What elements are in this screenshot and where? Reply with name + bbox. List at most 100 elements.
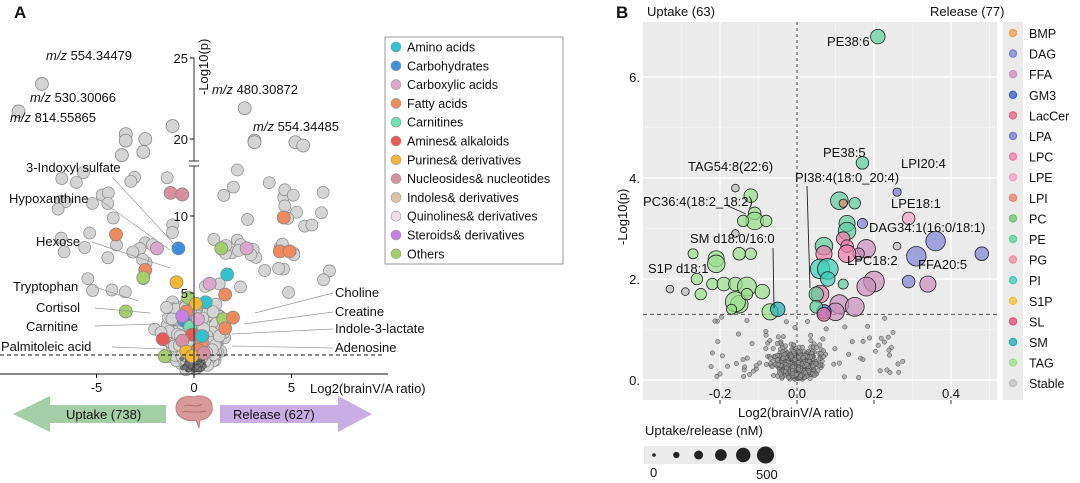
legend-label: PC <box>1029 212 1046 226</box>
release-arrow-label: Release (627) <box>233 407 315 422</box>
data-point <box>791 342 797 348</box>
data-point <box>231 163 244 177</box>
data-point <box>241 213 254 226</box>
data-point <box>813 361 819 367</box>
panel-b-x-ticks: -0.2 0.0 0.2 0.4 <box>709 386 960 404</box>
data-point <box>778 371 784 377</box>
legend-label: GM3 <box>1029 89 1056 103</box>
panel-a-highlighted-points <box>11 77 311 364</box>
data-point <box>194 329 209 344</box>
data-point <box>788 353 794 359</box>
data-point <box>136 270 151 285</box>
data-point <box>823 326 829 332</box>
data-point <box>775 361 781 367</box>
x-tick-label: 0.2 <box>865 386 883 401</box>
data-point <box>736 214 750 228</box>
data-point <box>136 145 151 159</box>
size-legend-marker <box>736 447 751 463</box>
data-point <box>57 245 71 259</box>
legend-marker <box>390 41 402 53</box>
data-point <box>189 296 203 311</box>
data-point <box>882 339 887 345</box>
panel-b-y-axis-label: -Log10(p) <box>615 189 630 245</box>
legend-label: Purines& derivatives <box>407 153 521 167</box>
data-point <box>838 198 848 208</box>
data-point <box>792 324 798 330</box>
data-point <box>247 135 262 150</box>
data-point <box>890 329 896 335</box>
legend-label: S1P <box>1029 295 1053 309</box>
y-tick-label: 4. <box>629 171 640 186</box>
data-point <box>831 361 837 367</box>
legend-marker <box>1008 358 1018 367</box>
data-point <box>237 101 252 116</box>
legend-marker <box>390 135 402 147</box>
annotation-label: m/z 554.34479 <box>46 48 132 63</box>
data-point <box>290 205 304 219</box>
data-point <box>846 351 852 357</box>
data-point <box>706 254 726 274</box>
size-legend-marker <box>694 450 704 460</box>
data-point <box>842 324 848 330</box>
data-point <box>305 218 319 232</box>
annotation-label: DAG34:1(16:0/18:1) <box>869 220 985 235</box>
release-count-header: Release (77) <box>930 4 1004 19</box>
legend-marker <box>1008 49 1018 58</box>
data-point <box>282 244 297 259</box>
annotation-label: LPE18:1 <box>891 196 941 211</box>
legend-label: Carboxylic acids <box>407 78 498 92</box>
data-point <box>282 286 295 299</box>
legend-marker <box>1008 234 1018 244</box>
data-point <box>901 211 916 226</box>
legend-label: LPI <box>1029 192 1048 206</box>
data-point <box>323 264 336 278</box>
y-tick-label: 5 <box>181 286 188 301</box>
legend-marker <box>1008 193 1018 202</box>
data-point <box>919 275 937 293</box>
data-point <box>166 226 179 239</box>
annotation-label: PI38:4(18:0_20:4) <box>795 170 899 185</box>
annotation-leader <box>112 177 176 246</box>
annotation-label: Tryptophan <box>13 279 78 294</box>
panel-a: A -5 0 5 5 10 20 25 -Log10(p) Log2(brainV/A r… <box>0 3 564 432</box>
annotation-label: Creatine <box>335 304 384 319</box>
data-point <box>207 232 221 246</box>
x-tick-label: 0.4 <box>942 386 960 401</box>
data-point <box>55 172 69 185</box>
data-point <box>201 363 207 369</box>
data-point <box>234 280 247 294</box>
annotation-label: Carnitine <box>26 319 78 334</box>
data-point <box>855 156 870 170</box>
data-point <box>767 355 773 361</box>
data-point <box>160 171 174 185</box>
data-point <box>105 283 119 297</box>
data-point <box>218 287 233 302</box>
legend-label: Carbohydrates <box>407 59 489 73</box>
annotation-label: Adenosine <box>335 340 396 355</box>
data-point <box>775 334 781 340</box>
data-point <box>11 104 26 119</box>
legend-marker <box>1008 152 1018 161</box>
data-point <box>815 368 821 373</box>
data-point <box>86 197 99 210</box>
data-point <box>732 247 746 261</box>
data-point <box>35 77 49 91</box>
annotation-leader <box>243 311 334 325</box>
legend-label: PI <box>1029 274 1041 288</box>
data-point <box>857 218 868 229</box>
data-point <box>175 187 190 202</box>
data-point <box>316 186 330 199</box>
legend-label: PG <box>1029 254 1047 268</box>
annotation-label: PC36:4(18:2_18:2) <box>643 194 753 209</box>
annotation-label: PE38:5 <box>823 145 866 160</box>
data-point <box>860 357 866 362</box>
legend-marker <box>390 248 402 260</box>
data-point <box>196 346 211 360</box>
legend-marker <box>390 60 402 72</box>
legend-label: Indoles& derivatives <box>407 191 519 205</box>
data-point <box>878 335 884 341</box>
data-point <box>757 360 763 366</box>
legend-marker <box>1008 214 1018 223</box>
data-point <box>860 339 866 344</box>
